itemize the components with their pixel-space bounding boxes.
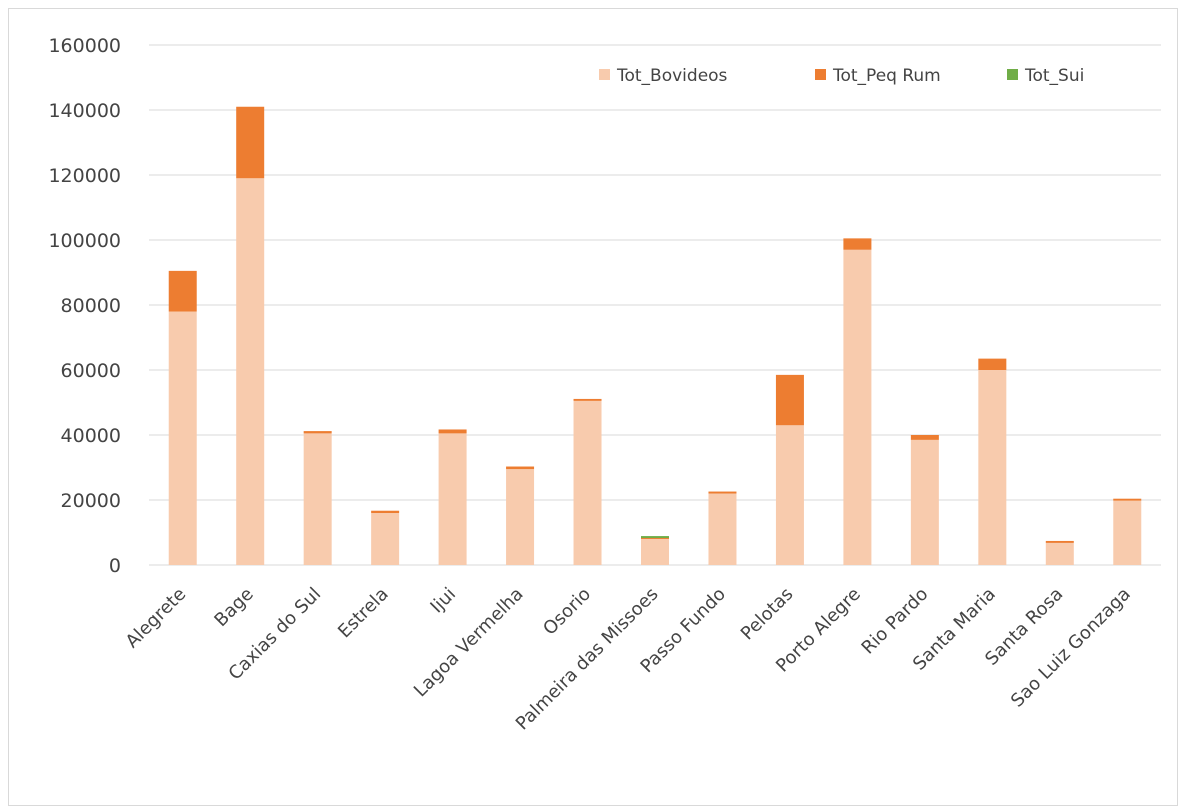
bar-segment <box>303 433 332 565</box>
y-tick-label: 20000 <box>61 490 121 512</box>
x-tick-label: Bage <box>210 584 257 631</box>
y-axis-ticks: 0 20000 40000 60000 80000 100000 120000 140000 1… <box>48 35 121 577</box>
bar-segment <box>573 398 602 401</box>
legend: Tot_Bovideos Tot_Peq Rum Tot_Sui <box>599 66 1084 86</box>
legend-label: Tot_Sui <box>1024 66 1084 86</box>
y-tick-label: 0 <box>109 555 121 577</box>
stacked-bar-chart: 0 20000 40000 60000 80000 100000 120000 140000 1… <box>48 35 1161 735</box>
bar-segment <box>506 466 535 470</box>
bar-segment <box>775 374 804 426</box>
bar-segment <box>641 538 669 539</box>
bar-segment <box>708 493 737 565</box>
bar-segment <box>371 513 400 565</box>
bar-segment <box>168 311 197 565</box>
legend-swatch <box>599 69 610 80</box>
bar-segment <box>168 270 197 312</box>
y-tick-label: 100000 <box>48 230 121 252</box>
bar-segment <box>775 425 804 565</box>
bar-segment <box>573 400 602 565</box>
bar-segment <box>1113 500 1142 565</box>
bar-segment <box>843 249 872 565</box>
y-tick-label: 40000 <box>61 425 121 447</box>
bar-segment <box>708 491 737 494</box>
legend-swatch <box>1007 69 1018 80</box>
bar-segment <box>978 370 1007 565</box>
bar-segment <box>1045 542 1074 565</box>
bar-segment <box>438 433 467 565</box>
bar-segment <box>1113 498 1142 501</box>
bar-segment <box>438 429 467 434</box>
y-tick-label: 120000 <box>48 165 121 187</box>
x-tick-label: Pelotas <box>737 584 798 645</box>
legend-label: Tot_Peq Rum <box>832 66 941 86</box>
bar-segment <box>910 435 939 440</box>
bars <box>168 106 1142 565</box>
bar-segment <box>236 106 265 179</box>
y-tick-label: 80000 <box>61 295 121 317</box>
bar-segment <box>1045 540 1074 543</box>
x-tick-label: Ijui <box>426 584 460 618</box>
bar-segment <box>910 439 939 565</box>
bar-segment <box>506 469 535 565</box>
y-tick-label: 140000 <box>48 100 121 122</box>
y-tick-label: 160000 <box>48 35 121 57</box>
x-tick-label: Alegrete <box>122 584 191 653</box>
x-tick-label: Osorio <box>539 584 595 640</box>
bar-segment <box>303 431 332 434</box>
bar-segment <box>641 539 669 565</box>
bar-segment <box>371 510 400 513</box>
bar-segment <box>236 178 265 565</box>
bar-segment <box>641 536 669 539</box>
bar-segment <box>843 238 872 250</box>
chart-frame: 0 20000 40000 60000 80000 100000 120000 140000 1… <box>8 8 1178 806</box>
bar-segment <box>978 358 1007 370</box>
legend-swatch <box>815 69 826 80</box>
x-tick-label: Sao Luiz Gonzaga <box>1007 584 1135 712</box>
legend-label: Tot_Bovideos <box>616 66 728 86</box>
y-tick-label: 60000 <box>61 360 121 382</box>
x-tick-label: Estrela <box>334 584 393 643</box>
gridlines <box>149 44 1161 566</box>
